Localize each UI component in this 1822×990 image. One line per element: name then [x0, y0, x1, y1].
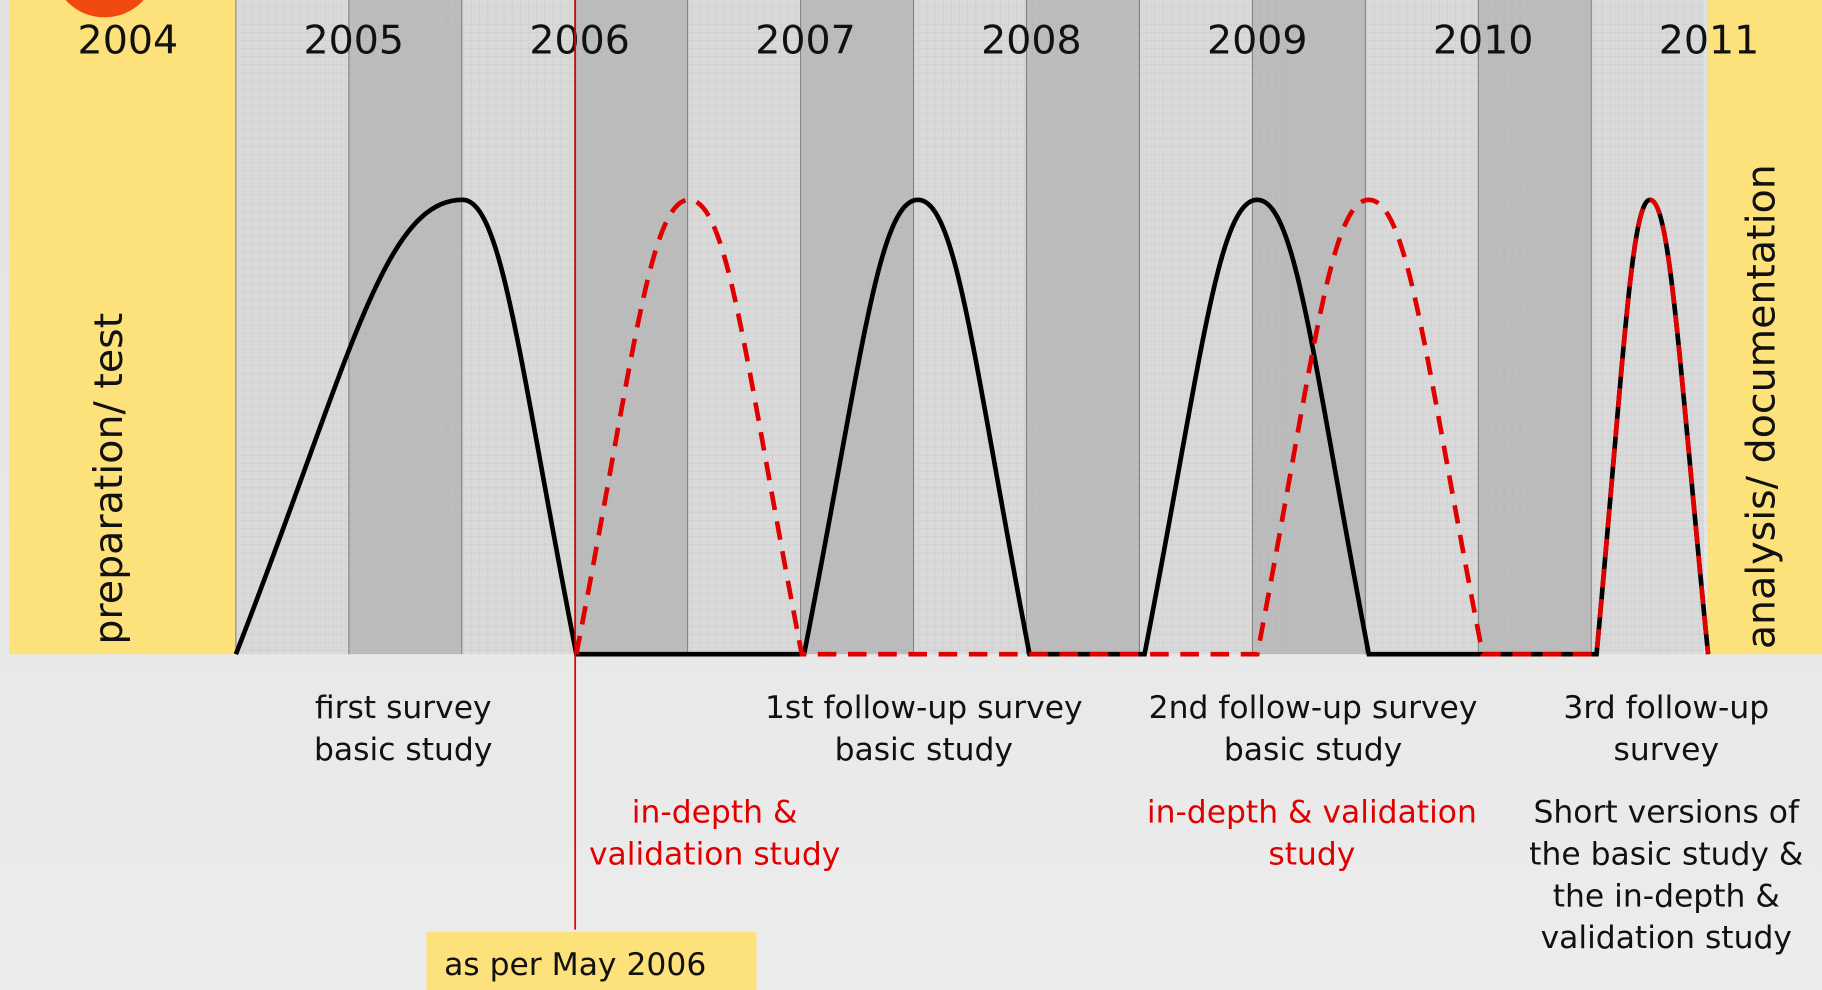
- year-label: 2011: [1659, 17, 1760, 63]
- phase-label: basic study: [314, 732, 492, 768]
- phase-label: basic study: [1224, 732, 1402, 768]
- phase-label: 3rd follow-up: [1563, 690, 1769, 726]
- year-label: 2008: [981, 17, 1082, 63]
- short-versions: the basic study &: [1529, 837, 1803, 873]
- indepth-label: study: [1268, 837, 1355, 873]
- year-label: 2007: [755, 17, 856, 63]
- note: as per May 2006: [444, 947, 706, 983]
- year-label: 2010: [1433, 17, 1534, 63]
- phase-label: first survey: [315, 690, 492, 726]
- years: 2004 2005 2006 2007 2008 2009 2010 2011: [78, 17, 1760, 63]
- phase-label: 1st follow-up survey: [765, 690, 1083, 726]
- phase-label: survey: [1614, 732, 1720, 768]
- analysis-band: [1708, 0, 1822, 655]
- indepth-curve: [574, 197, 1711, 657]
- note-box: [426, 931, 757, 990]
- year-label: 2009: [1207, 17, 1308, 63]
- year-label: 2005: [303, 17, 404, 63]
- indepth-label: in-depth &: [632, 795, 798, 831]
- year-label: 2006: [529, 17, 630, 63]
- right-label: analysis/ documentation: [1738, 164, 1784, 649]
- phase-label: 2nd follow-up survey: [1149, 690, 1478, 726]
- short-versions: Short versions of: [1534, 795, 1800, 831]
- prep-band: [9, 0, 236, 655]
- indepth-label: validation study: [589, 837, 840, 873]
- logo-fragment: [65, 0, 144, 18]
- year-label: 2004: [78, 17, 179, 63]
- grid: [235, 0, 1709, 655]
- indepth-label: in-depth & validation: [1147, 795, 1477, 831]
- short-versions: the in-depth &: [1553, 878, 1780, 914]
- short-versions: validation study: [1541, 920, 1792, 956]
- left-label: preparation/ test: [86, 313, 132, 645]
- phase-label: basic study: [835, 732, 1013, 768]
